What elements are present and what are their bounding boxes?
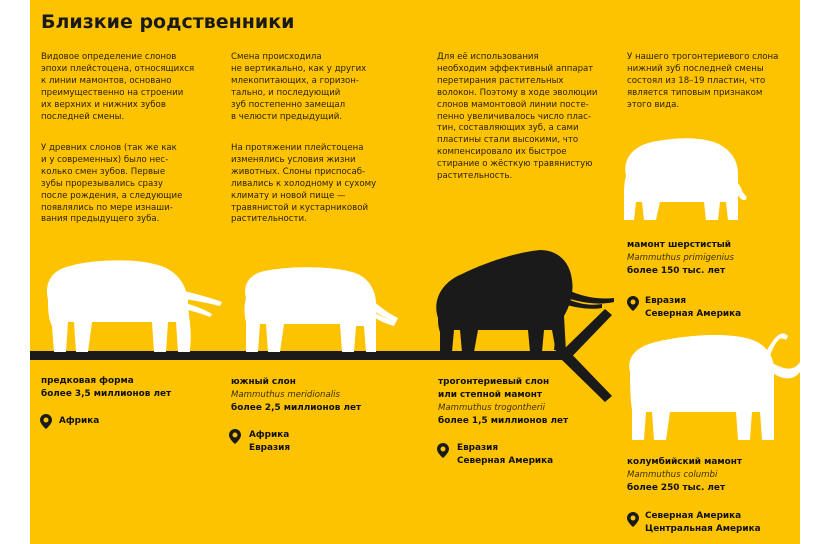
species-name: мамонт шерстистый (627, 240, 732, 250)
species-age: более 1,5 миллионов лет (438, 416, 569, 426)
species-region: Евразия (645, 296, 687, 306)
species-latin-name: Mammuthus trogontherii (438, 403, 546, 413)
column-1-paragraph-2: У древних слонов (так же как и у совреме… (41, 143, 183, 225)
species-name: трогонтериевый слон или степной мамонт (438, 377, 550, 400)
column-1-paragraph-1: Видовое определение слонов эпохи плейсто… (41, 52, 195, 122)
timeline-graphic (30, 138, 800, 527)
page-title: Близкие родственники (41, 11, 295, 33)
infographic-panel: Близкие родственники Видовое определение… (30, 0, 800, 544)
southern-elephant-silhouette (244, 267, 398, 352)
species-age: более 3,5 миллионов лет (41, 389, 172, 399)
column-2-paragraph-1: Смена происходила не вертикально, как у … (231, 52, 367, 122)
species-age: более 250 тыс. лет (627, 483, 726, 493)
species-age: более 2,5 миллионов лет (231, 403, 362, 413)
ancestral-elephant-silhouette (46, 260, 222, 352)
steppe-mammoth-silhouette (436, 250, 614, 352)
species-name: южный слон (231, 377, 296, 387)
location-pin-icon (229, 429, 241, 444)
species-name: предковая форма (41, 376, 134, 386)
species-region: Центральная Америка (645, 524, 761, 534)
column-2-paragraph-2: На протяжении плейстоцена изменялись усл… (231, 143, 377, 225)
species-region: Северная Америка (645, 309, 742, 319)
species-latin-name: Mammuthus columbi (627, 470, 718, 480)
species-name: колумбийский мамонт (627, 457, 742, 467)
columbian-mammoth-silhouette (629, 333, 800, 440)
species-region: Евразия (457, 443, 499, 453)
species-region: Северная Америка (457, 456, 554, 466)
column-3-paragraph-1: Для её использования необходим эффективн… (437, 52, 598, 182)
species-age: более 150 тыс. лет (627, 266, 726, 276)
species-latin-name: Mammuthus primigenius (627, 253, 734, 263)
column-4-paragraph-1: У нашего трогонтериевого слона нижний зу… (627, 52, 779, 110)
location-pin-icon (40, 414, 52, 429)
timeline-line (30, 309, 612, 402)
location-pin-icon (437, 443, 449, 458)
species-region: Северная Америка (645, 511, 742, 521)
species-region: Африка (249, 430, 290, 440)
species-region: Африка (59, 416, 100, 426)
woolly-mammoth-silhouette (624, 138, 747, 220)
location-pin-icon (627, 296, 639, 311)
species-region: Евразия (249, 443, 291, 453)
location-pin-icon (627, 512, 639, 527)
species-latin-name: Mammuthus meridionalis (231, 390, 340, 400)
